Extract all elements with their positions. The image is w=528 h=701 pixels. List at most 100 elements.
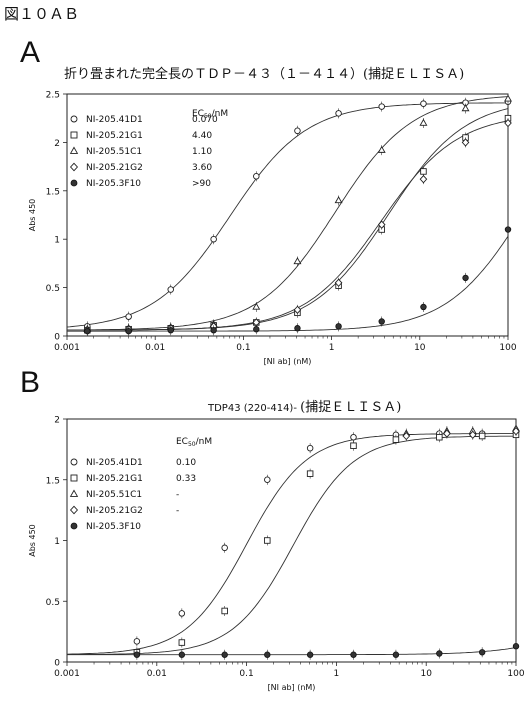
x-tick-label: 0.01 [147, 669, 167, 679]
x-tick-label: 0.1 [236, 343, 250, 353]
legend-entry-label: NI-205.21G1 [86, 474, 143, 484]
y-axis-label: Abs 450 [28, 199, 37, 232]
y-tick-label: 2 [54, 139, 60, 149]
chart-panel-a: 0.0010.010.111010000.511.522.5[NI ab] (n… [28, 91, 517, 367]
x-tick-label: 100 [507, 669, 524, 679]
data-point [253, 326, 259, 332]
legend-ec50-value: 1.10 [192, 147, 212, 157]
data-point [307, 445, 313, 451]
legend-ec50-value: 3.60 [192, 163, 212, 173]
data-point [336, 111, 342, 117]
data-point [420, 120, 426, 126]
data-point [351, 434, 357, 440]
legend-entry-label: NI-205.41D1 [86, 115, 143, 125]
legend-entry-label: NI-205.21G2 [86, 163, 143, 173]
data-point [211, 327, 217, 333]
fit-curve [67, 109, 508, 331]
data-point [437, 434, 443, 440]
data-point [421, 169, 427, 175]
data-point [351, 443, 357, 449]
legend-ec50-value: 0.070 [192, 115, 218, 125]
data-point [179, 652, 185, 658]
data-point [421, 101, 427, 107]
data-point [351, 652, 357, 658]
y-tick-label: 1.5 [46, 187, 60, 197]
legend-marker [71, 132, 77, 138]
legend-marker [71, 506, 78, 513]
data-point [264, 538, 270, 544]
y-tick-label: 1.5 [46, 476, 60, 486]
legend-header: EC50/nM [176, 437, 212, 448]
data-point [179, 611, 185, 617]
legend-marker [71, 147, 78, 153]
legend-entry-label: NI-205.21G2 [86, 506, 143, 516]
x-tick-label: 0.1 [239, 669, 253, 679]
x-tick-label: 0.01 [145, 343, 165, 353]
y-tick-label: 2 [54, 416, 60, 426]
legend-ec50-value: 0.10 [176, 458, 196, 468]
legend-marker [71, 116, 77, 122]
legend-ec50-value: - [176, 506, 179, 516]
data-point [513, 643, 519, 649]
legend-marker [71, 475, 77, 481]
data-point [295, 325, 301, 331]
y-tick-label: 1 [54, 537, 60, 547]
data-point [393, 652, 399, 658]
data-point [437, 651, 443, 657]
data-point [479, 649, 485, 655]
data-point [335, 197, 341, 203]
legend-marker [71, 163, 78, 170]
chart-panel-b: 0.0010.010.111010000.511.52[NI ab] (nM)A… [28, 416, 525, 693]
legend-ec50-value: 4.40 [192, 131, 212, 141]
data-point [126, 328, 132, 334]
data-point [421, 304, 427, 310]
data-point [379, 147, 385, 153]
data-point [211, 236, 217, 242]
legend-entry-label: NI-205.21G1 [86, 131, 143, 141]
legend-ec50-value: - [176, 490, 179, 500]
data-point [479, 433, 485, 439]
legend-marker [71, 459, 77, 465]
x-tick-label: 100 [499, 343, 516, 353]
y-tick-label: 0 [54, 659, 60, 669]
legend-entry-label: NI-205.51C1 [86, 490, 142, 500]
y-tick-label: 1 [54, 236, 60, 246]
data-point [307, 471, 313, 477]
data-point [393, 437, 399, 443]
legend-entry-label: NI-205.3F10 [86, 179, 141, 189]
legend-marker [71, 490, 78, 496]
data-point [462, 105, 468, 111]
data-point [379, 104, 385, 110]
x-axis-label: [NI ab] (nM) [264, 357, 312, 366]
x-tick-label: 0.001 [54, 343, 80, 353]
x-tick-label: 1 [334, 669, 340, 679]
x-tick-label: 1 [329, 343, 335, 353]
plot-frame [67, 419, 516, 662]
data-point [126, 314, 132, 320]
y-tick-label: 0 [54, 333, 60, 343]
data-point [307, 652, 313, 658]
data-point [295, 128, 301, 134]
data-point [505, 227, 511, 233]
legend-entry-label: NI-205.41D1 [86, 458, 143, 468]
legend-entry-label: NI-205.3F10 [86, 522, 141, 532]
fit-curve [67, 436, 516, 654]
data-point [420, 176, 426, 183]
data-point [264, 652, 270, 658]
data-point [168, 327, 174, 333]
data-point [253, 173, 259, 179]
y-tick-label: 2.5 [46, 91, 60, 101]
data-point [222, 545, 228, 551]
data-point [222, 608, 228, 614]
legend-marker [71, 523, 77, 529]
data-point [294, 258, 300, 264]
data-point [85, 328, 91, 334]
data-point [505, 95, 511, 101]
legend-marker [71, 180, 77, 186]
fit-curve [67, 236, 508, 331]
legend-ec50-value: >90 [192, 179, 211, 189]
y-tick-label: 0.5 [46, 598, 60, 608]
x-tick-label: 10 [420, 669, 432, 679]
data-point [179, 640, 185, 646]
